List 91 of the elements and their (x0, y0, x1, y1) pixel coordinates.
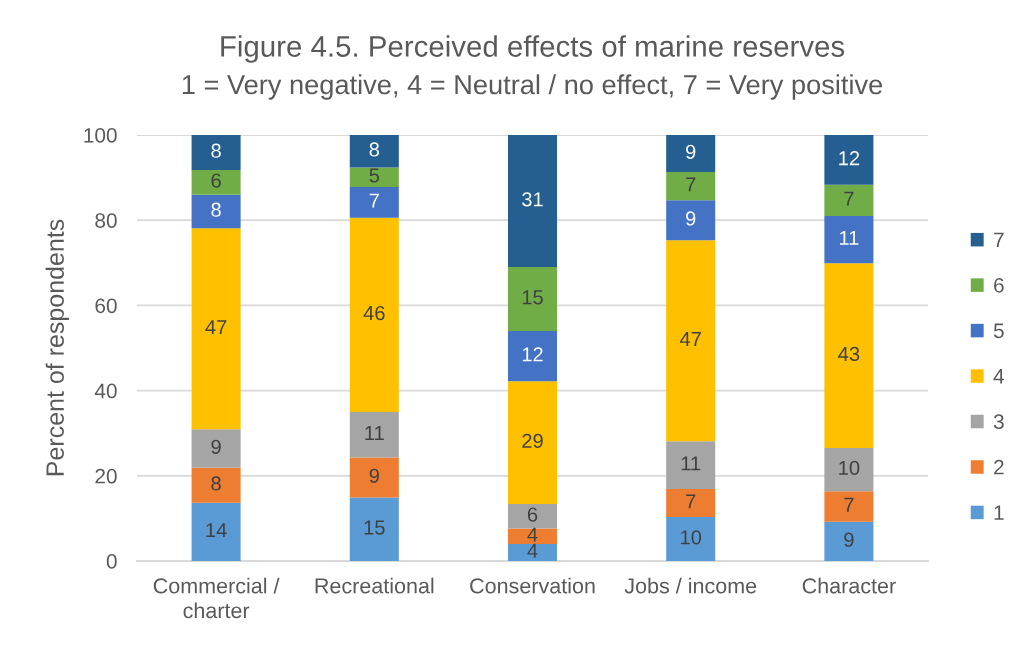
data-label: 15 (364, 520, 385, 535)
y-tick-label: 0 (106, 554, 117, 569)
data-label: 31 (522, 192, 543, 207)
data-label: 15 (522, 290, 543, 305)
data-label: 7 (844, 191, 854, 206)
data-label: 7 (686, 494, 696, 509)
bar (349, 457, 399, 498)
bar (191, 169, 241, 195)
data-label: 43 (838, 346, 860, 362)
data-label: 5 (369, 168, 380, 183)
data-label: 4 (527, 527, 538, 542)
bar (349, 411, 399, 458)
bar (666, 200, 716, 241)
y-tick-label: 80 (95, 213, 117, 228)
y-tick-label: 20 (95, 468, 117, 484)
data-label: 7 (369, 193, 379, 208)
bar (349, 217, 399, 412)
data-label: 46 (363, 305, 385, 321)
bar (666, 517, 716, 561)
bar (191, 429, 241, 468)
bar (191, 228, 241, 430)
legend-label: 2 (994, 459, 1004, 475)
data-label: 9 (686, 211, 696, 226)
y-tick-label: 40 (94, 383, 117, 399)
bar (507, 528, 558, 544)
x-tick-label: Commercial / charter (153, 577, 280, 619)
legend-label: 1 (994, 505, 1004, 520)
data-label: 12 (839, 151, 860, 166)
bar (507, 381, 558, 504)
legend-label: 6 (994, 277, 1004, 293)
bar (349, 497, 399, 561)
bar (666, 172, 716, 201)
bar (507, 135, 558, 268)
bar (824, 215, 874, 264)
legend-label: 3 (993, 414, 1004, 430)
x-tick-label: Character (802, 577, 896, 594)
data-label: 7 (844, 497, 854, 512)
legend-label: 5 (993, 323, 1004, 339)
data-label: 6 (211, 173, 221, 188)
bar (666, 489, 716, 518)
bar (824, 521, 874, 561)
bar (191, 467, 241, 503)
data-label: 10 (681, 530, 702, 545)
chart-subtitle: 1 = Very negative, 4 = Neutral / no effect, 7 = Very positive (182, 74, 883, 100)
data-label: 29 (522, 433, 543, 448)
data-label: 9 (369, 468, 379, 483)
data-label: 9 (844, 532, 854, 547)
bar (824, 448, 874, 492)
data-label: 7 (686, 177, 696, 192)
data-label: 11 (839, 230, 859, 245)
bar (507, 503, 558, 529)
x-tick-label: Conservation (470, 577, 595, 594)
data-label: 47 (205, 320, 227, 335)
bar (507, 543, 558, 561)
x-tick-label: Recreational (315, 577, 434, 594)
bar (349, 186, 399, 218)
data-label: 9 (211, 439, 221, 454)
y-tick-label: 100 (84, 128, 117, 143)
data-label: 8 (211, 202, 221, 217)
data-label: 10 (839, 460, 860, 476)
bar (824, 135, 874, 185)
y-axis-title: Percent of respondents (45, 219, 69, 476)
bar (191, 502, 241, 561)
data-label: 11 (681, 456, 701, 471)
data-label: 8 (211, 143, 221, 158)
data-label: 11 (365, 426, 384, 440)
data-label: 8 (369, 142, 380, 157)
data-label: 9 (686, 144, 696, 159)
legend-label: 4 (993, 369, 1005, 384)
data-label: 8 (211, 476, 221, 491)
data-label: 47 (679, 332, 701, 346)
bar (191, 135, 241, 170)
y-tick-label: 60 (95, 298, 117, 314)
data-label: 6 (527, 507, 538, 522)
bar (824, 184, 874, 216)
bar (191, 194, 241, 229)
data-label: 12 (522, 347, 543, 362)
bar (666, 135, 716, 173)
bar (349, 167, 399, 187)
bar (507, 267, 558, 331)
x-tick-label: Jobs / income (624, 577, 757, 594)
bar (666, 240, 716, 442)
bar (507, 330, 558, 382)
bar (349, 135, 399, 168)
bar (824, 491, 874, 522)
legend-label: 7 (994, 232, 1004, 247)
data-label: 4 (527, 543, 538, 558)
data-label: 14 (206, 523, 227, 538)
chart-title: Figure 4.5. Perceived effects of marine reserves (221, 35, 845, 63)
bar (824, 263, 874, 449)
bar (666, 441, 716, 490)
